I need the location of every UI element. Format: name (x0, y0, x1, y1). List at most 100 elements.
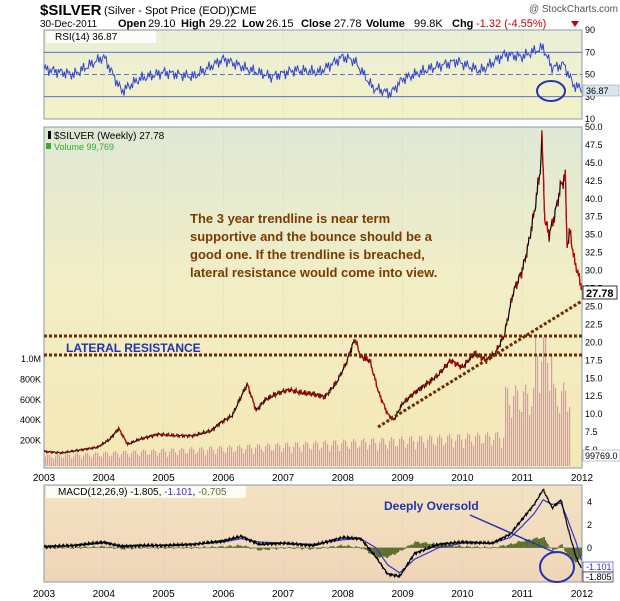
price-tick-12.5: 12.5 (585, 391, 603, 401)
open-value: 29.10 (148, 18, 176, 30)
volume-bar (179, 450, 181, 466)
histogram-bar (518, 541, 520, 548)
histogram-bar (205, 547, 207, 549)
macd-y-axis: 4 2 0 (587, 497, 592, 553)
macd-title-sep-2: , (193, 487, 199, 498)
histogram-bar (148, 547, 150, 549)
volume-bar (367, 449, 369, 466)
low-label: Low (242, 18, 264, 30)
histogram-bar (458, 544, 461, 548)
volume-bar (411, 436, 413, 466)
high-label: High (181, 18, 206, 30)
volume-bar (135, 450, 137, 466)
histogram-bar (467, 546, 469, 548)
histogram-bar (530, 540, 532, 548)
volume-bar (131, 452, 133, 466)
macd-current-value: -1.805 (586, 572, 612, 582)
volume-bar (313, 443, 315, 466)
histogram-bar (367, 547, 370, 554)
histogram-bar (519, 541, 522, 548)
histogram-bar (511, 543, 513, 548)
volume-bar (435, 445, 437, 466)
volume-current-value: 99769.0 (585, 451, 618, 461)
histogram-bar (562, 547, 565, 548)
histogram-bar (403, 547, 406, 550)
histogram-bar (567, 547, 569, 556)
histogram-bar (137, 547, 139, 548)
volume-bar (87, 452, 89, 466)
histogram-bar (223, 547, 225, 548)
histogram-bar (373, 547, 376, 555)
histogram-bar (277, 547, 279, 549)
histogram-bar (140, 547, 143, 549)
histogram-bar (298, 547, 300, 549)
histogram-bar (109, 547, 112, 548)
volume-bar (65, 454, 67, 466)
volume-bar (373, 438, 375, 466)
histogram-bar (101, 546, 103, 548)
volume-bar (537, 355, 539, 466)
histogram-bar (83, 547, 85, 548)
volume-bar (371, 438, 373, 466)
volume-bar (387, 448, 389, 466)
volume-bar (365, 442, 367, 466)
volume-bar (219, 445, 221, 466)
histogram-bar (260, 547, 262, 551)
volume-bar (237, 446, 239, 466)
volume-bar (443, 445, 445, 466)
symbol: $SILVER (40, 2, 102, 19)
note-line-1: The 3 year trendline is near term (190, 211, 390, 226)
year-label-2012: 2012 (571, 589, 594, 600)
histogram-bar (289, 546, 291, 548)
histogram-bar (488, 547, 491, 549)
volume-bar (513, 395, 515, 466)
histogram-bar (461, 546, 463, 548)
volume-bar (301, 451, 303, 466)
volume-bar (421, 436, 423, 466)
histogram-bar (243, 546, 245, 548)
volume-bar (123, 451, 125, 466)
histogram-bar (274, 547, 277, 550)
histogram-bar (497, 547, 499, 549)
histogram-bar (136, 547, 138, 549)
volume-bar (533, 388, 535, 466)
volume-tick-600K: 600K (20, 395, 41, 405)
histogram-bar (344, 545, 346, 548)
histogram-bar (513, 543, 516, 548)
histogram-bar (529, 539, 531, 548)
volume-bar (103, 452, 105, 466)
histogram-bar (299, 547, 302, 549)
histogram-bar (261, 547, 263, 550)
histogram-bar (77, 547, 79, 548)
volume-bar (71, 458, 73, 466)
histogram-bar (118, 547, 120, 548)
histogram-bar (153, 547, 156, 549)
price-current-badge (582, 285, 618, 300)
year-label-2008: 2008 (332, 473, 355, 484)
histogram-bar (499, 545, 501, 548)
volume-bar (347, 446, 349, 466)
histogram-bar (538, 538, 541, 548)
volume-bar (399, 438, 401, 466)
oversold-circle-macd (539, 551, 575, 583)
histogram-bar (296, 547, 298, 548)
histogram-bar (318, 547, 321, 549)
histogram-bar (262, 547, 265, 549)
histogram-bar (51, 547, 53, 548)
volume-bar (75, 453, 77, 466)
histogram-bar (95, 547, 97, 548)
histogram-bar (334, 547, 336, 549)
rsi-line (44, 42, 582, 99)
histogram-bar (495, 547, 498, 548)
histogram-bar (120, 547, 122, 550)
volume-bar (561, 391, 563, 466)
volume-bar (47, 454, 49, 466)
histogram-bar (174, 547, 176, 549)
volume-bar (137, 454, 139, 466)
histogram-bar (104, 547, 107, 549)
histogram-bar (54, 547, 57, 549)
histogram-bar (494, 547, 497, 548)
histogram-bar (90, 547, 92, 549)
volume-bar (51, 457, 53, 466)
histogram-bar (234, 546, 236, 548)
